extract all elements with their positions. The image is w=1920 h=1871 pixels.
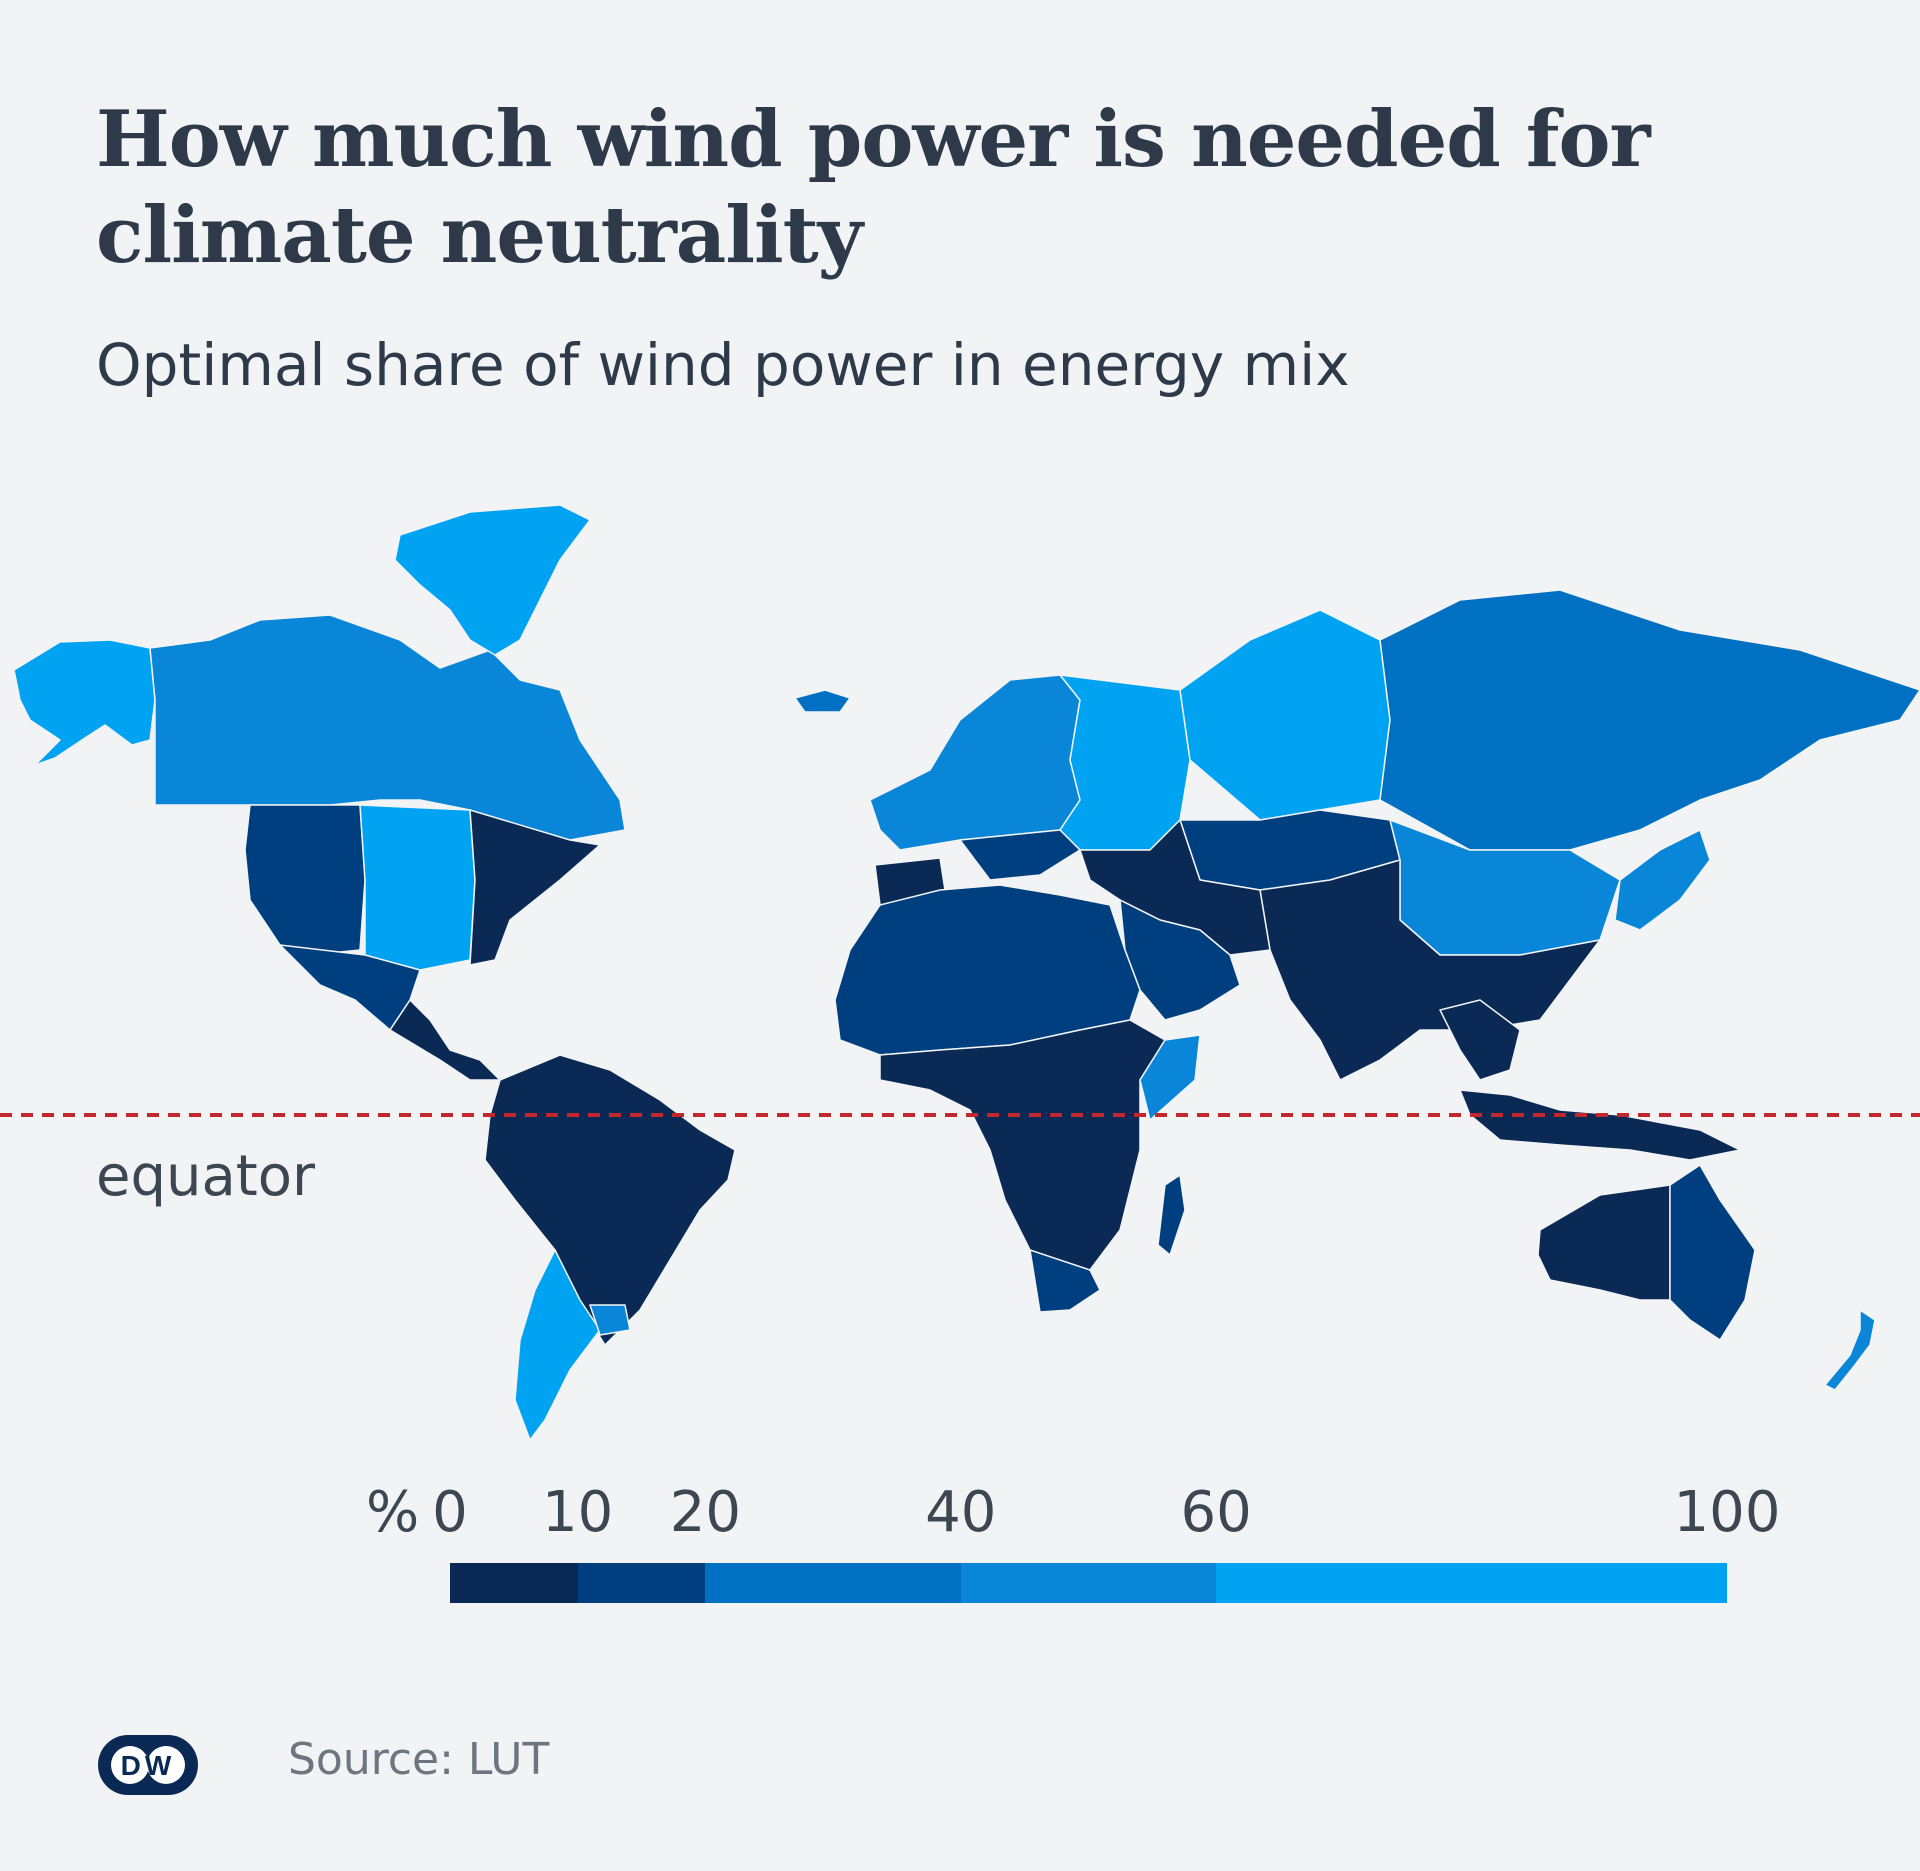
dw-logo: DW	[98, 1735, 198, 1795]
region-east-africa-horn[interactable]	[1139, 1034, 1201, 1121]
legend-color-bar	[450, 1563, 1727, 1603]
region-southern-africa[interactable]	[1029, 1249, 1101, 1313]
region-usa-west[interactable]	[244, 804, 366, 956]
legend-tick-0: 0	[432, 1480, 468, 1545]
chart-subtitle: Optimal share of wind power in energy mi…	[96, 331, 1350, 399]
region-usa-east[interactable]	[469, 809, 601, 966]
region-balkans[interactable]	[959, 829, 1081, 881]
region-southern-cone[interactable]	[514, 1249, 601, 1441]
region-australia-east[interactable]	[1669, 1164, 1756, 1341]
legend-tick-40: 40	[925, 1480, 997, 1545]
region-madagascar[interactable]	[1157, 1174, 1186, 1256]
source-note: Source: LUT	[288, 1734, 550, 1785]
region-russia-west[interactable]	[1179, 609, 1391, 821]
region-russia-east[interactable]	[1379, 589, 1920, 851]
region-greenland[interactable]	[394, 504, 591, 656]
region-indonesia[interactable]	[1459, 1089, 1741, 1161]
legend-segment-60-100	[1216, 1563, 1727, 1603]
region-uruguay[interactable]	[589, 1304, 631, 1336]
region-japan-korea[interactable]	[1614, 829, 1711, 931]
legend-segment-20-40	[705, 1563, 961, 1603]
world-map	[0, 504, 1920, 1441]
legend-tick-60: 60	[1180, 1480, 1252, 1545]
legend-tick-100: 100	[1673, 1480, 1781, 1545]
equator-label: equator	[96, 1144, 316, 1209]
region-middle-east[interactable]	[1079, 819, 1271, 956]
region-central-america[interactable]	[389, 999, 501, 1081]
dw-logo-text: DW	[121, 1750, 176, 1781]
legend-tick-20: 20	[669, 1480, 742, 1545]
legend-segment-10-20	[577, 1563, 706, 1603]
region-sub-saharan-africa[interactable]	[879, 1019, 1166, 1291]
region-usa-plains[interactable]	[359, 804, 476, 971]
region-australia-west[interactable]	[1537, 1184, 1671, 1301]
region-south-america-north[interactable]	[484, 1054, 736, 1346]
legend-segment-0-10	[450, 1563, 578, 1603]
region-southeast-asia[interactable]	[1439, 999, 1521, 1081]
landmasses	[13, 504, 1920, 1441]
region-iceland[interactable]	[794, 689, 851, 713]
chart-title: How much wind power is needed for climat…	[96, 94, 1651, 281]
legend-unit: %	[366, 1480, 420, 1545]
region-new-zealand[interactable]	[1824, 1309, 1876, 1391]
legend-segment-40-60	[960, 1563, 1217, 1603]
region-alaska[interactable]	[13, 639, 156, 766]
region-eastern-europe[interactable]	[1059, 674, 1191, 851]
region-china-india[interactable]	[1259, 859, 1601, 1081]
legend-tick-10: 10	[542, 1480, 614, 1545]
region-western-europe[interactable]	[869, 674, 1081, 851]
